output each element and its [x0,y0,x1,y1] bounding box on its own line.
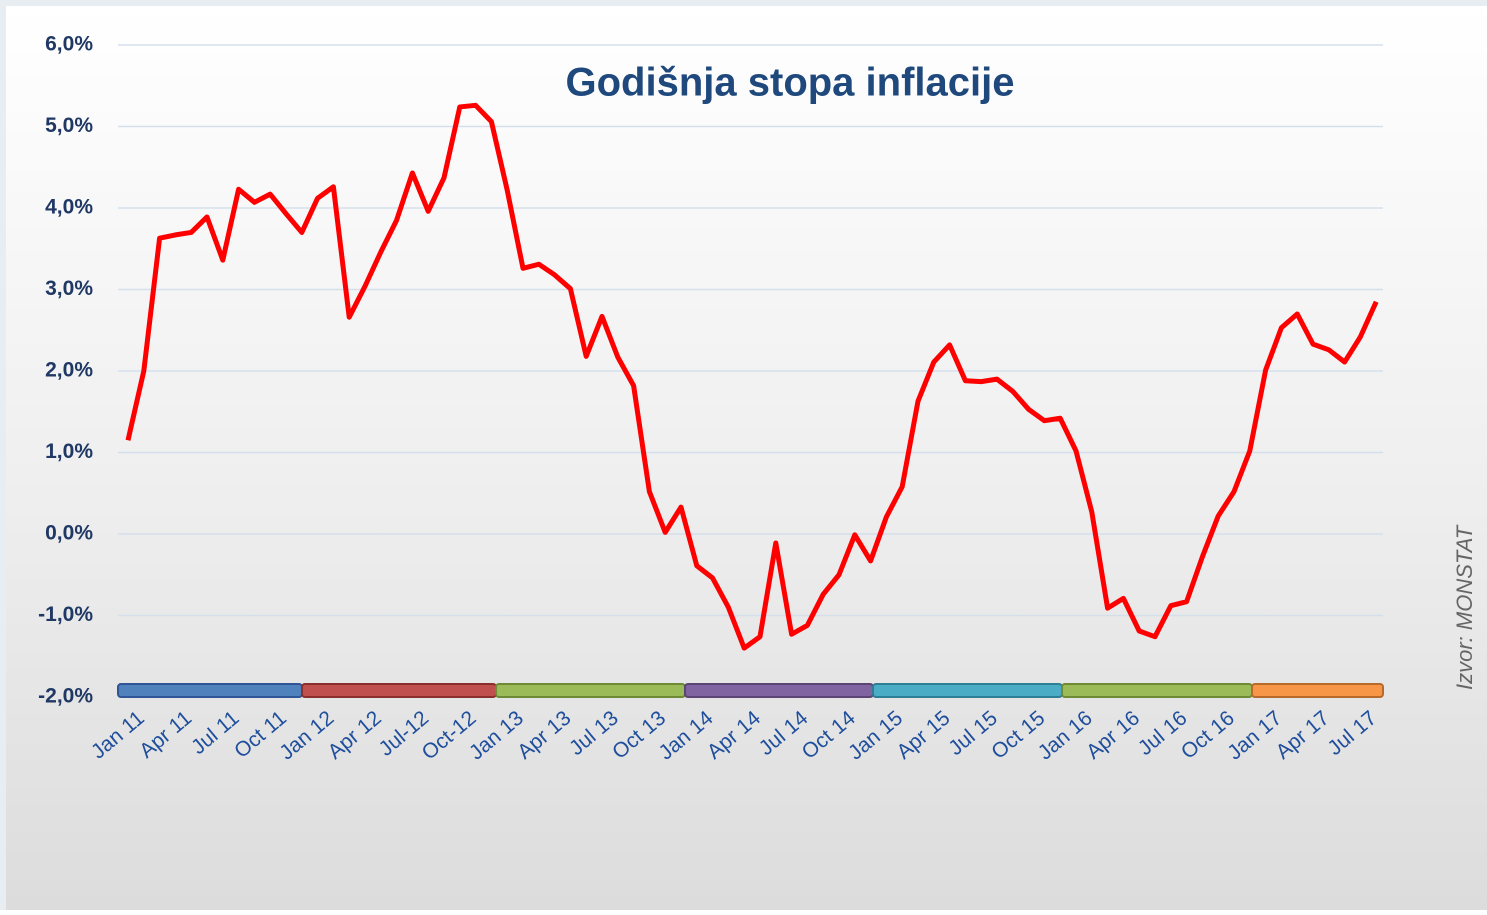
y-tick-label: 0,0% [45,522,93,545]
year-band [495,683,686,698]
year-bands [117,683,1384,698]
y-tick-label: 2,0% [45,359,93,382]
y-tick-label: 1,0% [45,440,93,463]
y-tick-label: -2,0% [38,685,93,708]
y-tick-label: 3,0% [45,277,93,300]
background [6,6,1487,910]
y-tick-label: 4,0% [45,196,93,219]
y-tick-label: 5,0% [45,114,93,137]
y-tick-label: -1,0% [38,603,93,626]
chart-title: Godišnja stopa inflacije [566,61,1015,105]
year-band [872,683,1063,698]
year-band [1251,683,1384,698]
source: Izvor: MONSTAT [1452,524,1477,690]
year-band [684,683,874,698]
y-tick-label: 6,0% [45,33,93,56]
line-series [125,102,1379,651]
year-band [301,683,497,698]
year-band [117,683,303,698]
year-band [1061,683,1253,698]
